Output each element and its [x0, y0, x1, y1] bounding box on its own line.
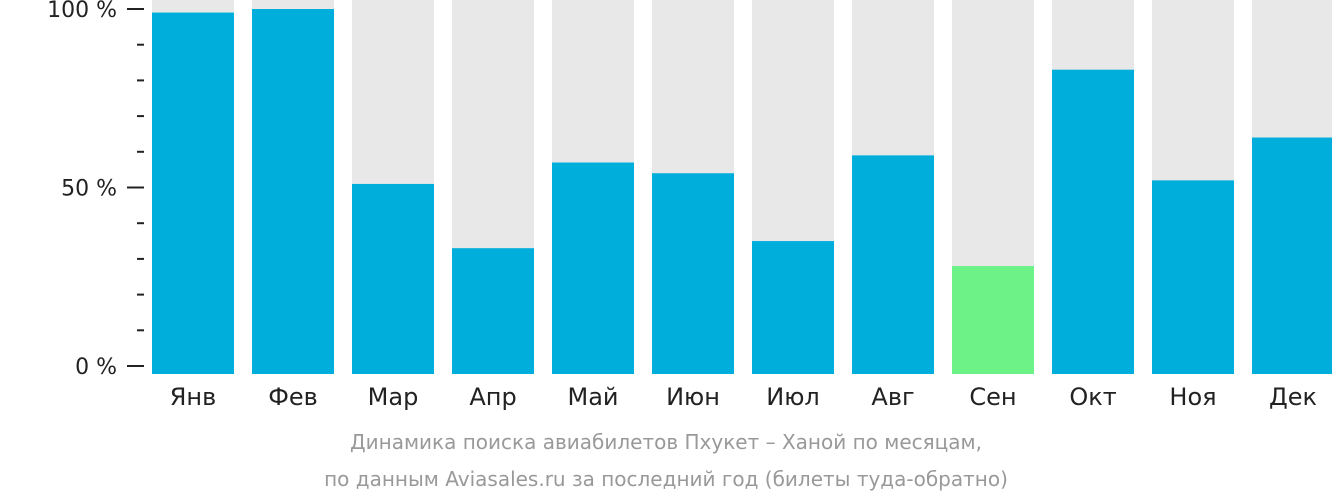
bars	[152, 0, 1332, 374]
x-tick-label: Сен	[969, 383, 1016, 411]
bar	[452, 248, 534, 374]
x-tick-label: Июн	[666, 383, 720, 411]
x-tick-label: Янв	[170, 383, 217, 411]
bar	[652, 173, 734, 374]
bar	[1052, 69, 1134, 374]
x-tick-label: Ноя	[1169, 383, 1216, 411]
bar	[952, 266, 1034, 374]
bar	[152, 12, 234, 374]
bar	[352, 183, 434, 374]
x-tick-label: Май	[567, 383, 618, 411]
y-axis: 0 % 50 % 100 %	[47, 0, 144, 380]
y-tick-label: 50 %	[61, 177, 117, 202]
x-tick-label: Мар	[368, 383, 419, 411]
y-tick-label: 100 %	[47, 0, 117, 23]
x-tick-label: Фев	[268, 383, 318, 411]
x-tick-label: Авг	[871, 383, 914, 411]
x-tick-label: Окт	[1069, 383, 1116, 411]
x-tick-label: Апр	[469, 383, 516, 411]
y-tick-label: 0 %	[75, 355, 117, 380]
x-axis-labels: Янв Фев Мар Апр Май Июн Июл Авг Сен Окт Ноя Дек	[170, 383, 1317, 411]
x-tick-label: Дек	[1269, 383, 1317, 411]
chart-caption-line-1: Динамика поиска авиабилетов Пхукет – Хан…	[350, 430, 982, 454]
bar	[252, 9, 334, 374]
bar	[852, 155, 934, 374]
bar	[752, 241, 834, 374]
bar	[1252, 137, 1332, 374]
bar	[552, 162, 634, 374]
chart-caption-line-2: по данным Aviasales.ru за последний год …	[324, 467, 1008, 491]
bar	[1152, 180, 1234, 374]
x-tick-label: Июл	[766, 383, 820, 411]
